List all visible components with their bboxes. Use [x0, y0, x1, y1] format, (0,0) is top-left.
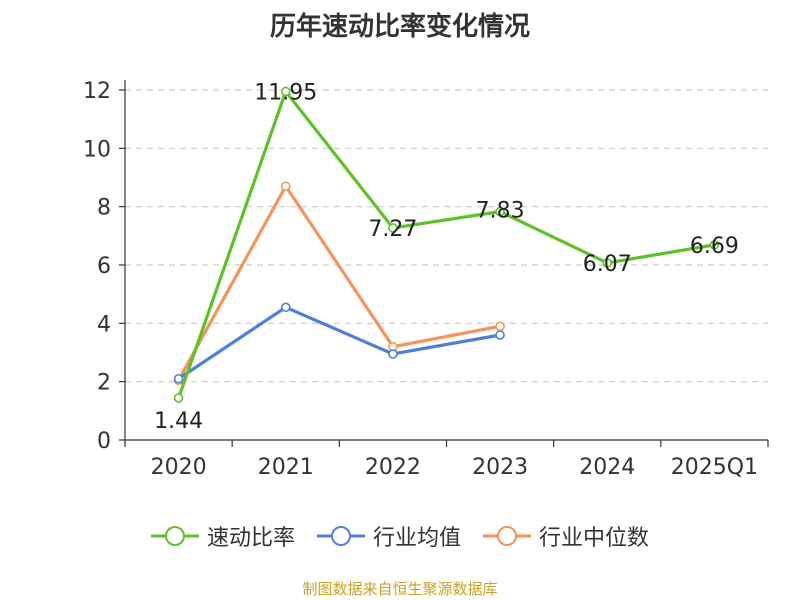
series-2-point: [495, 321, 505, 332]
grid-lines: [125, 89, 768, 383]
y-tick-label: 2: [97, 371, 111, 396]
source-note: 制图数据来自恒生聚源数据库: [302, 580, 498, 598]
axes: 0 2 4 6 8 10 12 2020 2021 2022 2023 2024 2025Q1: [83, 79, 769, 480]
x-tick-label-2025Q1: 2025Q1: [671, 455, 758, 480]
x-tick-label-2022: 2022: [365, 455, 421, 480]
legend-label: 速动比率: [206, 526, 295, 551]
legend-label: 行业均值: [372, 526, 461, 551]
data-labels: 1.44 11.95 7.27 7.83 6.07 6.69: [154, 80, 739, 434]
legend-swatch-marker: [330, 526, 351, 546]
series-1-point: [495, 330, 505, 340]
data-label: 1.44: [154, 409, 203, 434]
data-label: 7.27: [368, 217, 417, 242]
series-0-point: [280, 86, 291, 97]
y-tick-label: 6: [97, 254, 111, 279]
data-label: 7.83: [476, 199, 525, 224]
legend-swatch-icon: [316, 526, 365, 546]
y-tick-label: 10: [83, 137, 111, 162]
data-label: 6.07: [583, 252, 632, 277]
series-1-point: [173, 373, 184, 384]
series-0-point: [388, 223, 398, 233]
series-0-line: [177, 89, 715, 399]
series-0-point: [495, 206, 505, 217]
series-1-point: [388, 349, 398, 359]
legend-item-1[interactable]: 行业均值: [316, 520, 461, 552]
chart-title: 历年速动比率变化情况: [269, 12, 530, 42]
series-2-line: [177, 184, 501, 381]
series-2-point: [280, 181, 291, 192]
y-tick-label: 4: [97, 312, 111, 337]
series-lines: [173, 86, 720, 403]
y-tick-label: 12: [83, 79, 111, 104]
data-label: 6.69: [690, 234, 739, 259]
x-tick-label-2020: 2020: [151, 455, 207, 480]
legend-swatch-icon: [483, 526, 531, 546]
x-tick-label-2024: 2024: [579, 455, 635, 480]
legend-swatch-marker: [164, 526, 185, 546]
legend-item-0[interactable]: 速动比率: [150, 520, 295, 552]
x-tick-label-2023: 2023: [472, 455, 528, 480]
series-0-point: [709, 240, 720, 250]
series-1-line: [177, 305, 501, 381]
y-tick-label: 8: [97, 196, 111, 221]
legend-swatch-marker: [497, 526, 517, 546]
data-label: 11.95: [254, 80, 317, 105]
x-tick-label-2021: 2021: [258, 455, 314, 480]
series-0-point: [602, 258, 613, 268]
legend: 速动比率 行业均值 行业中位数: [0, 520, 800, 552]
series-0-point: [173, 393, 184, 403]
legend-swatch-icon: [150, 526, 199, 546]
y-tick-label: 0: [97, 429, 111, 454]
legend-label: 行业中位数: [539, 526, 650, 551]
legend-item-2[interactable]: 行业中位数: [483, 520, 649, 552]
series-1-point: [280, 302, 291, 313]
